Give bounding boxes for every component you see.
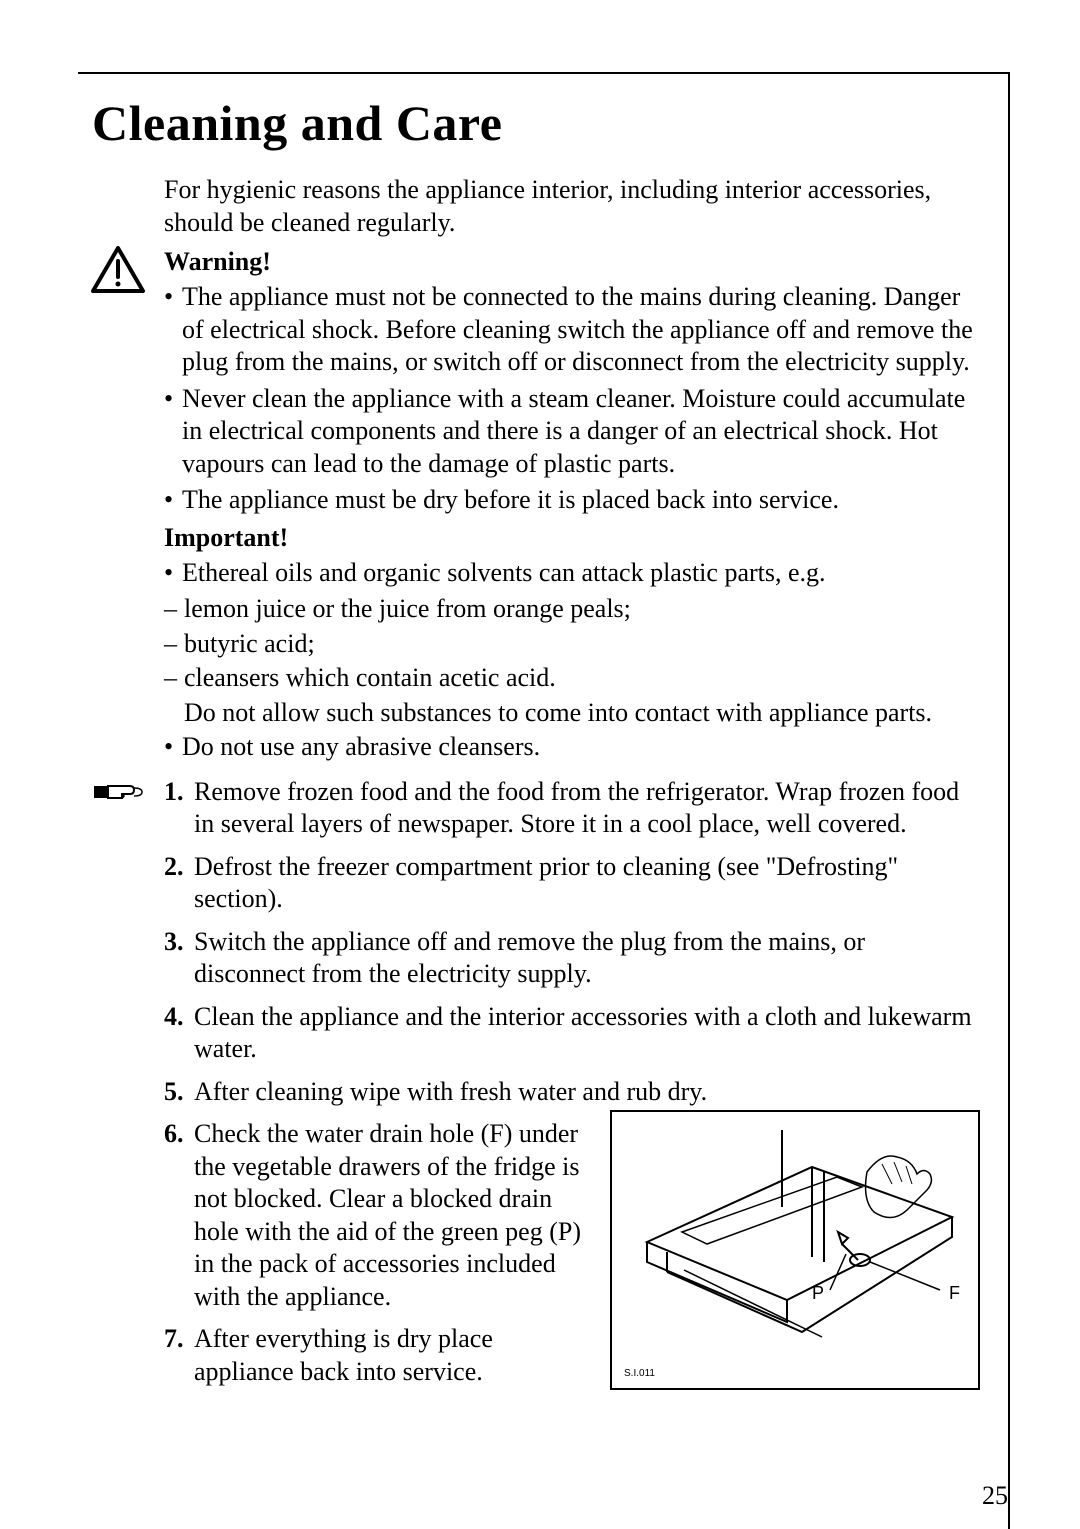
step-text: Clean the appliance and the interior acc…	[194, 1002, 972, 1064]
important-dash-item: butyric acid;	[164, 628, 980, 661]
important-bullet: Do not use any abrasive cleansers.	[164, 731, 980, 764]
step-text: Check the water drain hole (F) under the…	[194, 1119, 581, 1311]
warning-bullet-list: The appliance must not be connected to t…	[164, 281, 980, 517]
important-bullet-list-2: Do not use any abrasive cleansers.	[164, 731, 980, 764]
important-heading: Important!	[164, 523, 980, 553]
warning-heading: Warning!	[164, 247, 980, 277]
step-item: 2. Defrost the freezer compartment prior …	[164, 851, 980, 916]
step-text: Defrost the freezer compartment prior to…	[194, 852, 898, 914]
diagram-reference: S.I.011	[624, 1368, 655, 1381]
step-item: 6. Check the water drain hole (F) under …	[164, 1118, 980, 1390]
step6-text-column: Check the water drain hole (F) under the…	[194, 1118, 594, 1390]
warning-triangle-icon	[90, 245, 146, 300]
step-number: 4.	[164, 1001, 184, 1034]
step-number: 7.	[164, 1323, 184, 1356]
page-number: 25	[982, 1481, 1008, 1511]
important-subtext: Do not allow such substances to come int…	[164, 697, 980, 730]
step-number: 6.	[164, 1118, 184, 1151]
page-frame: Cleaning and Care For hygienic reasons t…	[78, 72, 1010, 1529]
warning-bullet: The appliance must be dry before it is p…	[164, 484, 980, 517]
drain-hole-diagram: P F S.I.011	[610, 1110, 980, 1390]
steps-section: 1. Remove frozen food and the food from t…	[164, 776, 980, 1391]
step-text: Switch the appliance off and remove the …	[194, 927, 865, 989]
step-text: After everything is dry place appliance …	[194, 1324, 493, 1386]
step-item: 5. After cleaning wipe with fresh water a…	[164, 1076, 980, 1109]
diagram-svg	[612, 1112, 978, 1388]
step-item: 3. Switch the appliance off and remove th…	[164, 926, 980, 991]
diagram-label-p: P	[812, 1282, 824, 1305]
warning-bullet: The appliance must not be connected to t…	[164, 281, 980, 379]
step-number: 2.	[164, 851, 184, 884]
numbered-steps-list: 1. Remove frozen food and the food from t…	[164, 776, 980, 1391]
pointing-hand-icon	[92, 778, 150, 811]
step-item: 4. Clean the appliance and the interior a…	[164, 1001, 980, 1066]
step-item: 1. Remove frozen food and the food from t…	[164, 776, 980, 841]
warning-bullet: Never clean the appliance with a steam c…	[164, 383, 980, 481]
important-dash-list: lemon juice or the juice from orange pea…	[164, 593, 980, 695]
diagram-label-f: F	[949, 1282, 960, 1305]
step6-wrapper: Check the water drain hole (F) under the…	[194, 1118, 980, 1390]
important-dash-item: lemon juice or the juice from orange pea…	[164, 593, 980, 626]
step-number: 3.	[164, 926, 184, 959]
step-number: 5.	[164, 1076, 184, 1109]
important-dash-item: cleansers which contain acetic acid.	[164, 662, 980, 695]
important-bullet: Ethereal oils and organic solvents can a…	[164, 557, 980, 590]
intro-paragraph: For hygienic reasons the appliance inter…	[164, 174, 980, 239]
step-text: After cleaning wipe with fresh water and…	[194, 1077, 707, 1106]
step-text: Remove frozen food and the food from the…	[194, 777, 959, 839]
page-content: Cleaning and Care For hygienic reasons t…	[78, 74, 1008, 1390]
step7-inline: 7. After everything is dry place applian…	[194, 1323, 594, 1388]
page-title: Cleaning and Care	[92, 94, 980, 152]
warning-section: Warning! The appliance must not be conne…	[164, 247, 980, 764]
important-bullet-list: Ethereal oils and organic solvents can a…	[164, 557, 980, 590]
step-number: 1.	[164, 776, 184, 809]
